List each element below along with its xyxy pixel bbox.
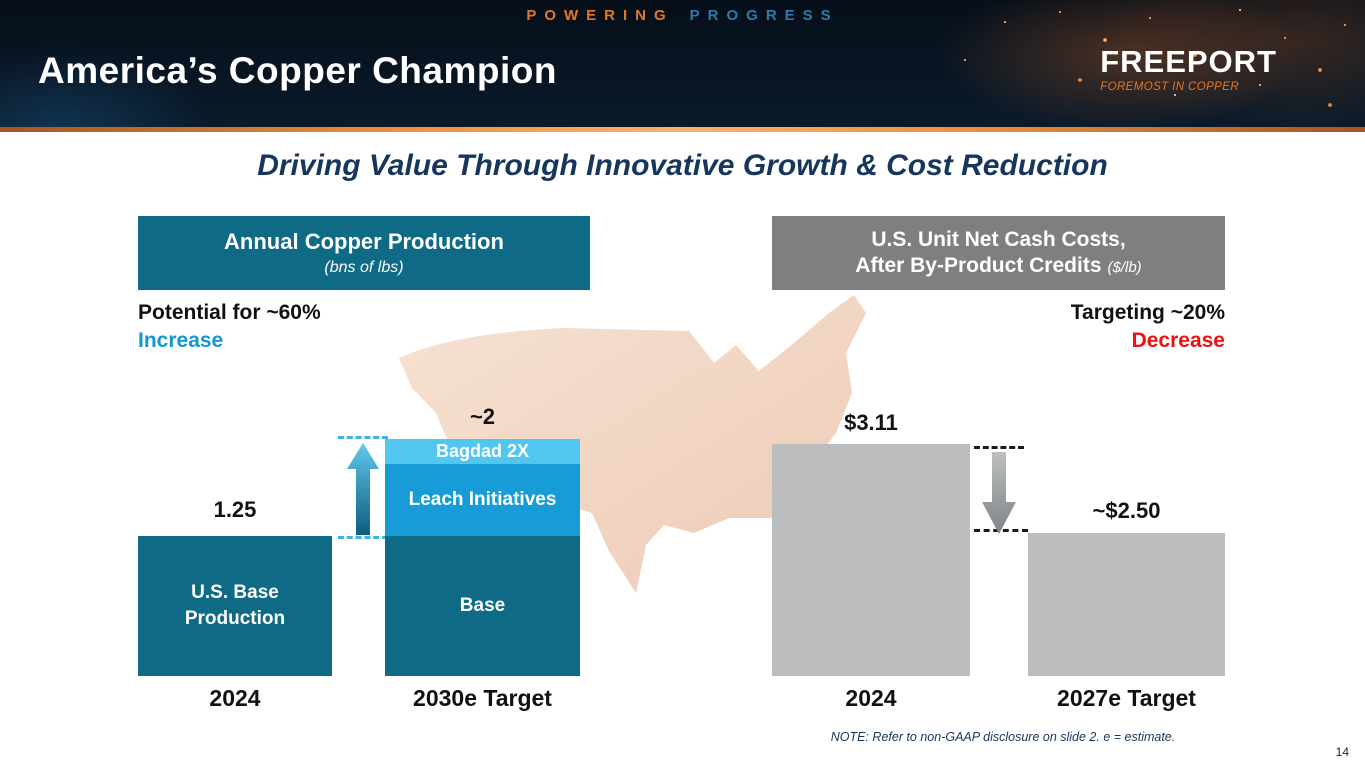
decrease-dashed-guide-top xyxy=(974,446,1024,449)
value-label-2024-cost: $3.11 xyxy=(844,410,898,435)
footnote: NOTE: Refer to non-GAAP disclosure on sl… xyxy=(830,730,1176,744)
left-chart-header: Annual Copper Production (bns of lbs) xyxy=(138,216,590,290)
value-label-2024-production: 1.25 xyxy=(213,497,257,522)
freeport-logo: FREEPORT FOREMOST IN COPPER xyxy=(1100,46,1277,93)
right-callout-line1: Targeting ~20% xyxy=(1070,301,1225,324)
left-callout-line2: Increase xyxy=(138,329,224,353)
bar-label-line2: Production xyxy=(184,608,286,629)
page-number: 14 xyxy=(1335,745,1349,759)
category-label-2030e-target: 2030e Target xyxy=(413,685,552,711)
right-chart-title-line1: U.S. Unit Net Cash Costs, xyxy=(871,228,1126,251)
increase-dashed-guide xyxy=(338,436,388,539)
right-callout: Targeting ~20% Decrease xyxy=(1071,299,1225,356)
tagline-word-progress: PROGRESS xyxy=(689,7,839,24)
bar-segment-bagdad-2x: Bagdad 2X xyxy=(385,439,580,464)
decrease-arrow-icon xyxy=(982,452,1016,534)
logo-slogan: FOREMOST IN COPPER xyxy=(1100,81,1240,93)
slide-subtitle: Driving Value Through Innovative Growth … xyxy=(257,149,1108,182)
bar-cost-2027 xyxy=(1028,533,1225,676)
decrease-dashed-guide-bottom xyxy=(974,529,1028,532)
left-chart-title: Annual Copper Production xyxy=(224,229,504,254)
left-chart-unit: (bns of lbs) xyxy=(324,259,404,276)
slide-title: America’s Copper Champion xyxy=(38,50,557,91)
category-label-2024-right: 2024 xyxy=(845,685,897,711)
tagline-word-powering: POWERING xyxy=(526,7,674,24)
right-chart-header: U.S. Unit Net Cash Costs, After By-Produ… xyxy=(772,216,1225,290)
right-chart-title-line2: After By-Product Credits ($/lb) xyxy=(855,254,1141,278)
right-callout-line2: Decrease xyxy=(1131,329,1225,353)
increase-arrow-icon xyxy=(347,443,379,535)
right-chart-unit: ($/lb) xyxy=(1107,259,1142,276)
bar-label-line1: U.S. Base xyxy=(191,582,279,604)
header-divider xyxy=(0,127,1365,132)
category-label-2027e-target: 2027e Target xyxy=(1057,685,1196,711)
bar-us-base-label: U.S. Base Production xyxy=(185,580,285,631)
us-map-silhouette xyxy=(399,295,866,593)
logo-wordmark: FREEPORT xyxy=(1100,44,1277,79)
bar-us-base-production: U.S. Base Production xyxy=(138,536,332,676)
brand-tagline: POWERING PROGRESS xyxy=(0,7,1365,24)
left-callout: Potential for ~60% Increase xyxy=(138,299,321,356)
category-label-2024-left: 2024 xyxy=(209,685,261,711)
bar-segment-leach-initiatives: Leach Initiatives xyxy=(385,464,580,536)
right-chart-title-line2-text: After By-Product Credits xyxy=(855,254,1102,277)
value-label-2030-production: ~2 xyxy=(469,404,496,429)
bar-segment-base: Base xyxy=(385,536,580,676)
bar-cost-2024 xyxy=(772,444,970,676)
value-label-2027-cost: ~$2.50 xyxy=(1092,498,1161,523)
left-callout-line1: Potential for ~60% xyxy=(138,301,321,324)
header-banner xyxy=(0,0,1365,127)
